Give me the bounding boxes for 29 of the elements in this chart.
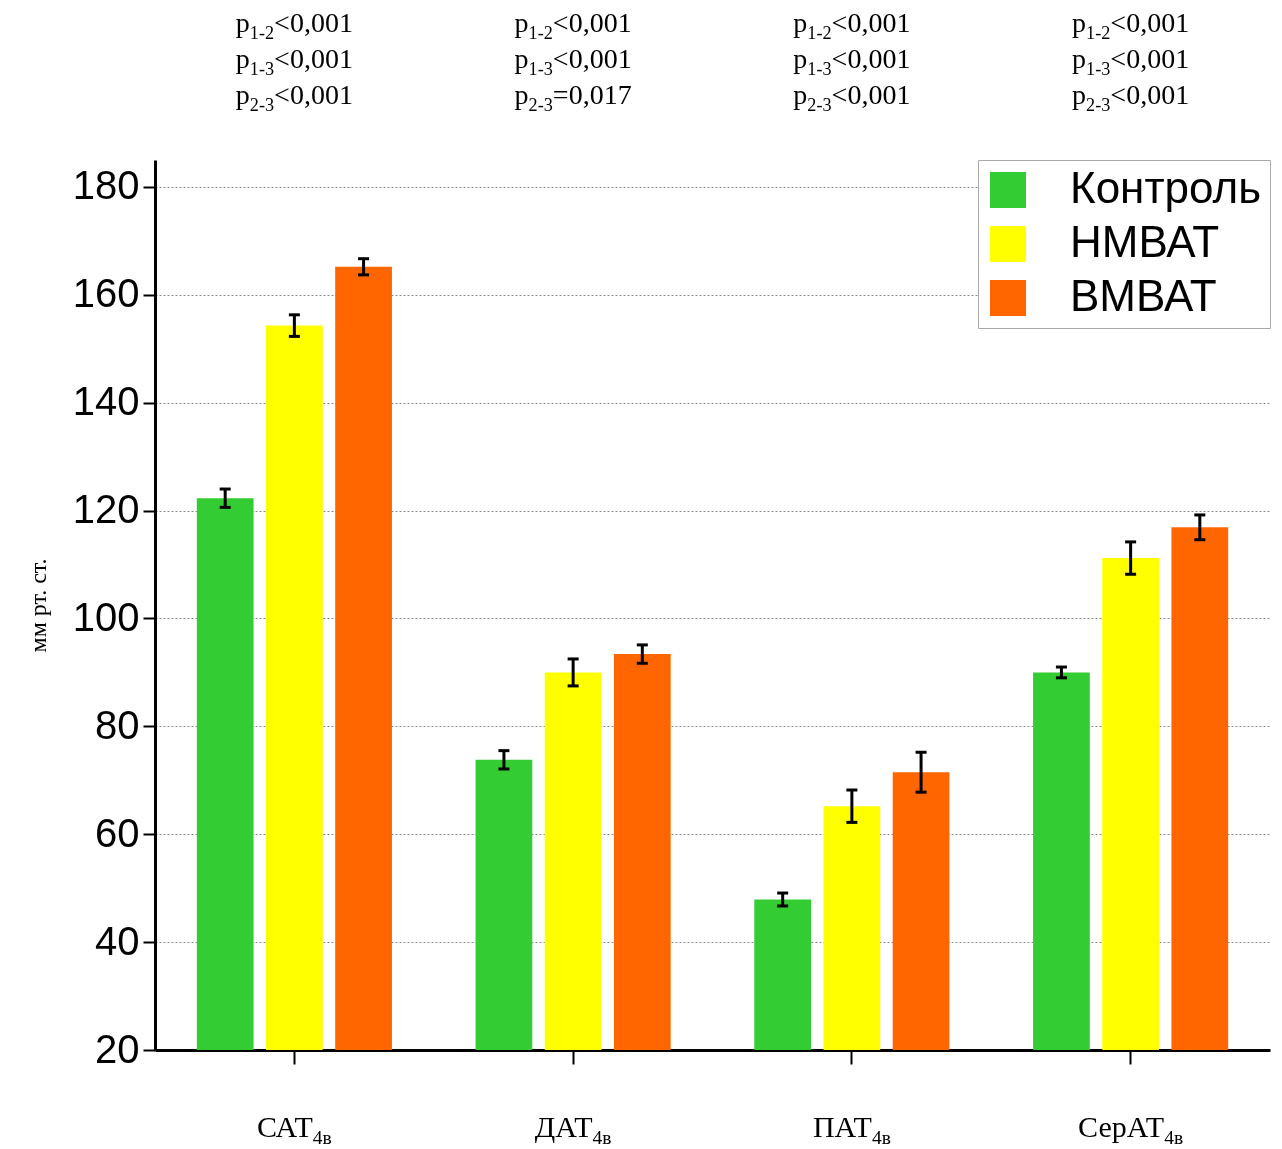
text: p$_{1-3}$<0,001 [235,43,353,79]
text: p$_{2-3}$<0,001 [234,78,354,117]
x-tick-label: СерАТ$_{4в}$ [1077,1110,1185,1149]
y-tick-label: 20 [95,1026,140,1071]
text: p$_{1-2}$<0,001 [793,7,911,43]
legend-label: Контроль [1070,163,1262,212]
y-tick-label: 100 [72,594,140,639]
text: p$_{1-2}$<0,001 [514,7,632,43]
y-tick-label: 80 [95,702,140,747]
y-tick-label: 40 [95,918,140,963]
x-tick-label: ПАТ$_{4в}$ [811,1110,892,1149]
y-tick-label: 140 [72,379,140,424]
text: p$_{1-3}$<0,001 [514,43,632,79]
text: p$_{1-2}$<0,001 [1072,7,1190,43]
legend-label: НМВАТ [1070,217,1220,266]
text: p$_{2-3}$<0,001 [792,78,912,117]
y-tick-label: 160 [72,271,140,316]
text: p$_{2-3}$<0,001 [1071,78,1191,117]
text: p$_{1-3}$<0,001 [793,43,911,79]
x-tick-label: САТ$_{4в}$ [255,1110,333,1149]
y-tick-label: 120 [72,487,140,532]
y-axis-title: мм рт. ст. [24,558,51,653]
legend-label: ВМВАТ [1070,271,1217,320]
text: p$_{1-3}$<0,001 [1072,43,1190,79]
y-tick-label: 180 [72,163,140,208]
text: p$_{1-2}$<0,001 [235,7,353,43]
x-tick-label: ДАТ$_{4в}$ [533,1110,613,1149]
text: p$_{2-3}$=0,017 [513,78,633,117]
y-tick-label: 60 [95,810,140,855]
